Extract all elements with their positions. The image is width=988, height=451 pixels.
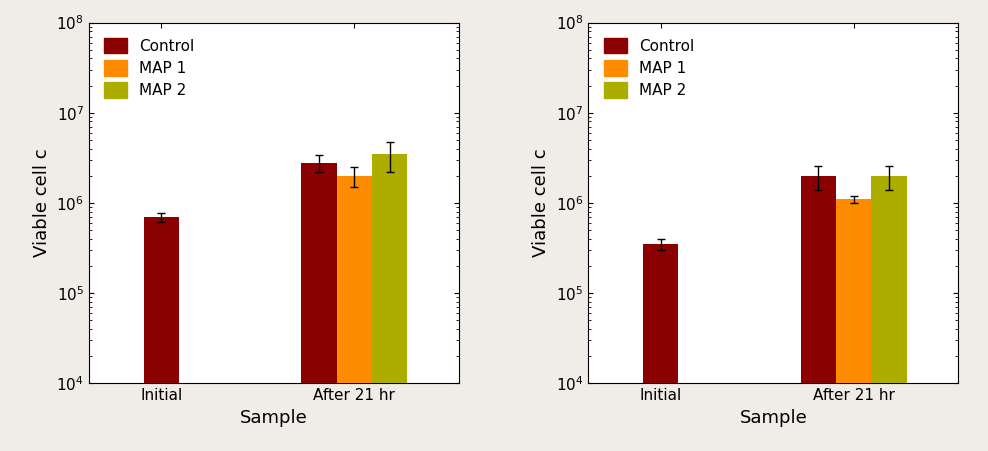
Bar <box>143 217 179 451</box>
Bar <box>372 154 407 451</box>
Bar <box>337 176 372 451</box>
Y-axis label: Viable cell c: Viable cell c <box>33 149 50 257</box>
Y-axis label: Viable cell c: Viable cell c <box>533 149 550 257</box>
Bar <box>643 244 679 451</box>
Bar <box>836 199 871 451</box>
X-axis label: Sample: Sample <box>739 409 807 427</box>
Legend: Control, MAP 1, MAP 2: Control, MAP 1, MAP 2 <box>596 30 701 106</box>
Bar <box>301 163 337 451</box>
Bar <box>800 176 836 451</box>
Bar <box>871 176 907 451</box>
X-axis label: Sample: Sample <box>240 409 308 427</box>
Legend: Control, MAP 1, MAP 2: Control, MAP 1, MAP 2 <box>97 30 203 106</box>
